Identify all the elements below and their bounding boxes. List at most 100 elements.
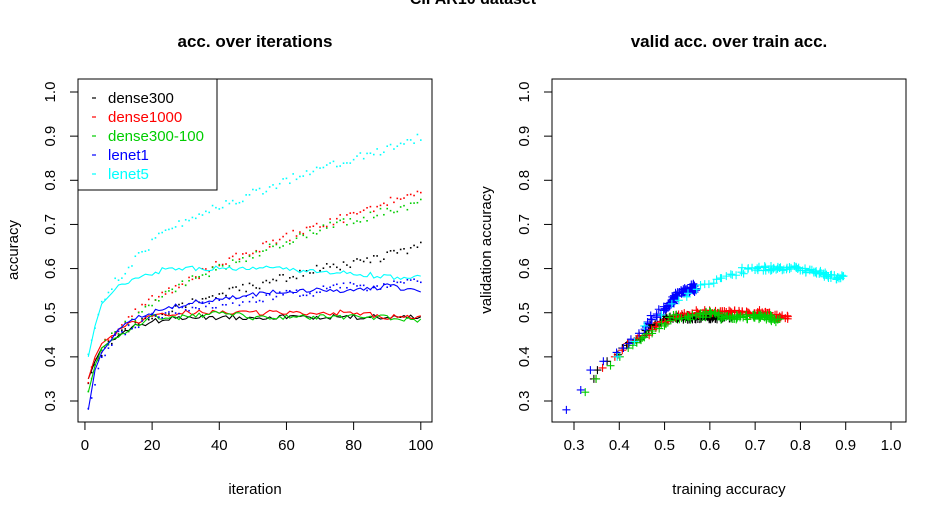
plus-marker: [647, 325, 656, 334]
train-point: [272, 184, 274, 186]
train-point: [389, 196, 392, 199]
x-tick-label: 0: [81, 437, 89, 454]
train-point: [151, 317, 153, 320]
train-point: [285, 289, 288, 292]
train-point: [198, 213, 200, 215]
train-point: [352, 211, 355, 214]
train-point: [90, 397, 93, 399]
train-point: [184, 308, 187, 311]
train-point: [315, 222, 318, 225]
train-point: [399, 206, 402, 208]
train-point: [278, 238, 281, 241]
train-point: [262, 242, 264, 245]
train-point: [342, 261, 345, 263]
train-point: [228, 287, 231, 290]
train-point: [399, 281, 402, 283]
train-point: [100, 356, 103, 359]
train-point: [413, 278, 415, 281]
plus-marker: [598, 363, 607, 372]
train-point: [389, 285, 392, 287]
train-point: [215, 297, 217, 299]
train-point: [241, 253, 244, 255]
y-axis: 0.3 0.4 0.5 0.6 0.7 0.8 0.9 1.0: [42, 82, 79, 411]
train-point: [218, 208, 221, 210]
plus-marker: [661, 320, 670, 329]
train-point: [366, 206, 368, 209]
train-point: [241, 200, 244, 203]
train-point: [322, 267, 325, 270]
train-point: [268, 246, 271, 248]
train-point: [386, 286, 389, 289]
plus-marker: [655, 324, 664, 333]
train-point: [356, 155, 358, 157]
train-point: [178, 303, 180, 306]
train-point: [258, 287, 261, 290]
train-point: [262, 281, 264, 284]
plus-marker: [665, 313, 674, 322]
train-point: [258, 299, 261, 302]
plus-marker: [687, 280, 696, 289]
train-point: [117, 279, 120, 281]
plus-marker: [683, 289, 692, 298]
train-point: [144, 303, 147, 306]
train-point: [171, 310, 174, 313]
y-tick-label: 0.4: [42, 346, 59, 367]
train-point: [238, 260, 241, 263]
train-point: [141, 310, 143, 313]
train-point: [262, 250, 264, 252]
train-point: [399, 248, 402, 251]
train-point: [248, 254, 251, 256]
train-point: [336, 165, 338, 168]
train-point: [349, 281, 352, 284]
train-point: [194, 307, 197, 309]
train-point: [292, 275, 294, 278]
train-point: [289, 290, 291, 292]
train-point: [134, 308, 137, 310]
train-point: [372, 255, 375, 257]
train-point: [302, 294, 305, 297]
plus-marker: [657, 310, 666, 319]
train-point: [420, 198, 422, 201]
train-point: [194, 217, 197, 220]
train-point: [315, 264, 318, 267]
train-point: [211, 266, 214, 269]
train-point: [228, 202, 231, 205]
train-point: [356, 212, 358, 215]
train-point: [164, 229, 167, 232]
train-point: [396, 281, 399, 284]
y-tick-label: 0.8: [516, 170, 533, 191]
train-point: [107, 340, 110, 342]
train-point: [362, 157, 365, 160]
train-point: [309, 173, 311, 176]
plus-marker: [562, 405, 571, 414]
train-point: [285, 241, 288, 243]
train-point: [319, 291, 321, 293]
train-point: [329, 266, 331, 268]
train-point: [188, 309, 190, 312]
train-point: [188, 276, 190, 279]
train-point: [245, 252, 247, 254]
plus-marker: [689, 286, 698, 295]
train-point: [366, 152, 368, 155]
train-point: [312, 272, 315, 274]
train-point: [255, 250, 258, 253]
train-point: [413, 202, 415, 204]
train-point: [107, 339, 110, 342]
train-point: [161, 317, 163, 319]
train-point: [231, 259, 234, 261]
train-point: [420, 241, 422, 244]
x-axis: 0.3 0.4 0.5 0.6 0.7 0.8 0.9 1.0: [564, 421, 901, 454]
train-point: [278, 274, 281, 276]
train-point: [386, 251, 389, 254]
plus-marker: [638, 333, 647, 342]
train-point: [168, 311, 170, 313]
plus-marker: [641, 323, 650, 332]
train-point: [124, 272, 127, 275]
train-point: [278, 246, 281, 249]
plus-marker: [674, 296, 683, 305]
valid-line-lenet1: [87, 283, 421, 410]
plus-marker: [619, 344, 628, 353]
train-point: [332, 226, 335, 228]
figure-suptitle: CIFAR10 dataset: [0, 0, 946, 9]
